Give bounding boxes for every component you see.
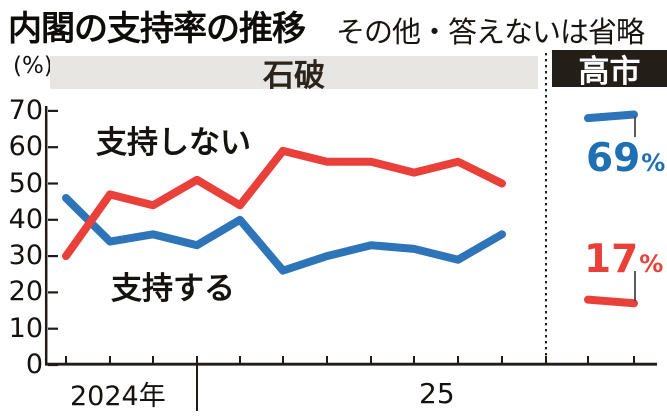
y-axis-label: 40 bbox=[8, 203, 43, 235]
y-axis-label: 10 bbox=[8, 312, 43, 344]
y-axis-label: 20 bbox=[8, 276, 43, 308]
latest-oppose-value: 17 bbox=[584, 237, 639, 282]
y-axis-label: 50 bbox=[8, 167, 43, 199]
y-axis-label: 30 bbox=[8, 240, 43, 272]
latest-support-value: 69 bbox=[586, 136, 641, 181]
support-line-ishiba bbox=[62, 194, 506, 275]
y-axis-label: 60 bbox=[8, 131, 43, 163]
x-axis-label-2024: 2024年 bbox=[70, 381, 166, 412]
latest-support-percent-sign: % bbox=[641, 149, 666, 177]
period-bar-ishiba: 石破 bbox=[50, 56, 538, 94]
oppose-line-takaichi bbox=[584, 295, 638, 308]
latest-support-callout: 69 % bbox=[586, 136, 665, 181]
y-axis-label: 0 bbox=[25, 349, 43, 380]
support-line-takaichi bbox=[584, 110, 638, 123]
series-label-oppose: 支持しない bbox=[96, 125, 251, 161]
series-label-support: 支持する bbox=[111, 271, 235, 307]
x-axis-label-25: 25 bbox=[419, 377, 455, 410]
oppose-line-ishiba bbox=[62, 146, 506, 261]
page-title: 内閣の支持率の推移 bbox=[8, 9, 306, 49]
y-axis-label: 70 bbox=[8, 94, 43, 126]
latest-oppose-percent-sign: % bbox=[639, 250, 664, 278]
period-label-takaichi: 高市 bbox=[578, 54, 641, 90]
y-axis-unit-label: (%) bbox=[13, 53, 53, 79]
page-subtitle: その他・答えないは省略 bbox=[336, 15, 645, 49]
period-badge-takaichi: 高市 bbox=[552, 50, 667, 90]
period-label-ishiba: 石破 bbox=[263, 58, 325, 94]
latest-oppose-callout: 17 % bbox=[584, 237, 663, 282]
